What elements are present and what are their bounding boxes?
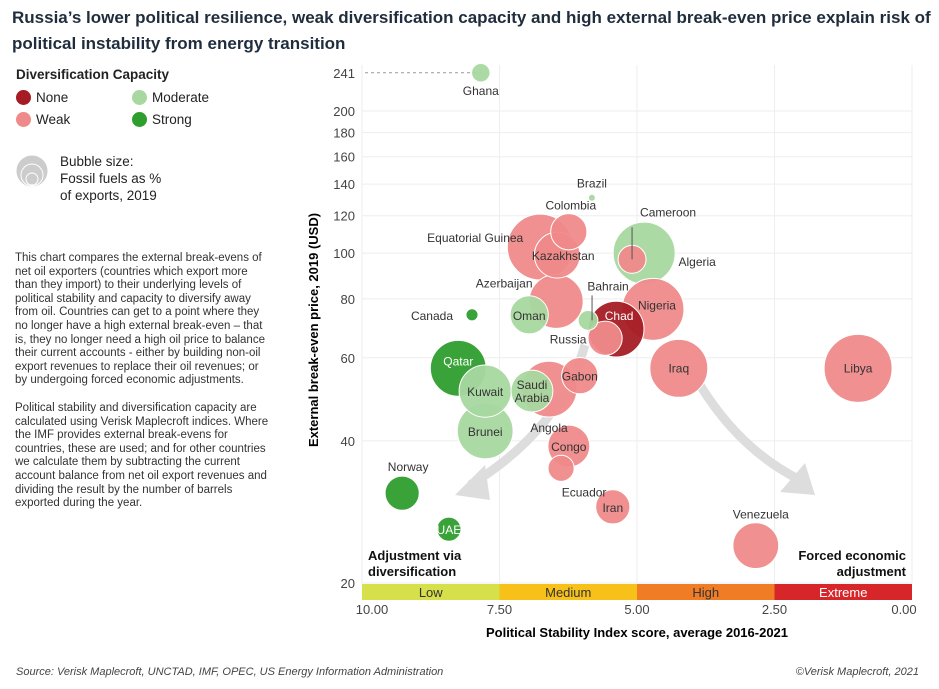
legend-label: None	[36, 90, 69, 105]
bubble-size-label: Bubble size: Fossil fuels as % of export…	[60, 154, 162, 203]
band-medium	[499, 584, 637, 600]
y-tick-label: 241	[333, 66, 355, 81]
bubble-bahrain	[577, 310, 599, 331]
bubble-label: Oman	[513, 309, 546, 323]
bubble-label: Congo	[551, 440, 587, 454]
band-extreme	[774, 584, 912, 600]
x-tick-label: 0.00	[891, 602, 916, 617]
y-tick-label: 40	[341, 434, 355, 449]
x-tick-label: 5.00	[624, 602, 649, 617]
y-tick-label: 160	[333, 150, 355, 165]
bubble-label: Russia	[550, 332, 587, 346]
bubble-label: Norway	[388, 460, 429, 474]
band-label: Medium	[545, 585, 591, 600]
bubble-label: Azerbaijan	[476, 276, 533, 290]
bubble-label: Equatorial Guinea	[427, 231, 523, 245]
band-high	[637, 584, 775, 600]
legend-item-none: None	[16, 90, 68, 105]
y-tick-label: 20	[341, 576, 355, 591]
y-tick-label: 140	[333, 177, 355, 192]
bubble-oman	[509, 295, 549, 335]
bubble-label: Algeria	[678, 255, 716, 269]
legend-item-strong: Strong	[132, 112, 192, 127]
bubble-label: Gabon	[562, 370, 598, 384]
legend-label: Weak	[36, 112, 71, 127]
bubble-venezuela	[732, 522, 780, 570]
bubble-label: Bahrain	[587, 279, 628, 293]
legend-item-moderate: Moderate	[132, 90, 209, 105]
bubble-label: Brunei	[468, 425, 503, 439]
description: This chart compares the external break-e…	[15, 252, 273, 525]
bubble-label: Kuwait	[467, 385, 504, 399]
band-label: Low	[419, 585, 443, 600]
description-paragraph: This chart compares the external break-e…	[15, 252, 265, 387]
bubble-label: Saudi Arabia	[515, 378, 550, 405]
bubble-label-line: Arabia	[515, 391, 550, 405]
bubble-label-line: Saudi	[517, 378, 548, 392]
legend-label: Moderate	[152, 90, 210, 105]
legend-swatch	[16, 112, 31, 127]
y-tick-label: 60	[341, 351, 355, 366]
band-label: High	[692, 585, 719, 600]
copyright: ©Verisk Maplecroft, 2021	[795, 666, 919, 678]
band-label: Extreme	[819, 585, 867, 600]
bubble-label: Colombia	[545, 199, 596, 213]
y-tick-label: 100	[333, 246, 355, 261]
bubble-canada	[465, 308, 479, 322]
x-tick-label: 7.50	[487, 602, 512, 617]
bubble-label: UAE	[437, 523, 462, 537]
bubble-label: Qatar	[443, 354, 473, 368]
y-tick-label: 180	[333, 126, 355, 141]
bubble-label: Ghana	[463, 84, 499, 98]
bubble-ghana	[471, 63, 491, 83]
description-paragraph: Political stability and diversification …	[15, 401, 269, 510]
bubble-label: Chad	[605, 309, 634, 323]
legend-swatch	[16, 90, 31, 105]
bubble-label: Iraq	[668, 361, 689, 375]
y-tick-label: 200	[333, 104, 355, 119]
source-note: Source: Verisk Maplecroft, UNCTAD, IMF, …	[16, 666, 444, 678]
annotation-forced: Forced economic adjustment	[798, 548, 906, 579]
bubble-brazil	[587, 193, 596, 202]
legend-label: Strong	[152, 112, 192, 127]
chart-title: Russia’s lower political resilience, wea…	[12, 8, 931, 53]
y-tick-label: 80	[341, 292, 355, 307]
x-axis-label: Political Stability Index score, average…	[486, 625, 788, 640]
legend-title: Diversification Capacity	[16, 67, 170, 82]
legend-swatch	[132, 90, 147, 105]
bubble-norway	[384, 475, 420, 511]
bubble-label: Brazil	[577, 177, 607, 191]
bubble-colombia	[550, 213, 588, 251]
bubble-russia	[587, 320, 623, 356]
bubble-iraq	[649, 338, 709, 398]
bubble-label: Cameroon	[640, 205, 696, 219]
bubble-label: Angola	[530, 421, 568, 435]
y-tick-label: 120	[333, 209, 355, 224]
bubble-size-icon	[15, 154, 49, 188]
bubble-label: Nigeria	[638, 298, 676, 312]
legend-swatch	[132, 112, 147, 127]
bubble-label: Canada	[411, 309, 453, 323]
bubble-saudi-arabia	[510, 369, 554, 413]
bubble-label: Ecuador	[562, 485, 607, 499]
bubble-ecuador	[547, 454, 575, 482]
legend-item-weak: Weak	[16, 112, 70, 127]
bubble-iran	[595, 489, 631, 525]
bubble-libya	[823, 333, 893, 403]
bubble-size-key: Bubble size: Fossil fuels as % of export…	[14, 153, 170, 204]
bubble-label: Iran	[602, 501, 623, 515]
x-tick-label: 2.50	[762, 602, 787, 617]
bubble-uae	[436, 516, 462, 542]
band-low	[362, 584, 500, 600]
bubble-label: Kazakhstan	[532, 249, 595, 263]
x-tick-label: 10.00	[356, 602, 389, 617]
bubble-gabon	[561, 357, 599, 395]
bubble-label: Libya	[844, 361, 873, 375]
y-axis-label: External break-even price, 2019 (USD)	[306, 213, 321, 447]
bubble-label: Venezuela	[733, 508, 789, 522]
annotation-diversification: Adjustment via diversification	[368, 548, 462, 579]
